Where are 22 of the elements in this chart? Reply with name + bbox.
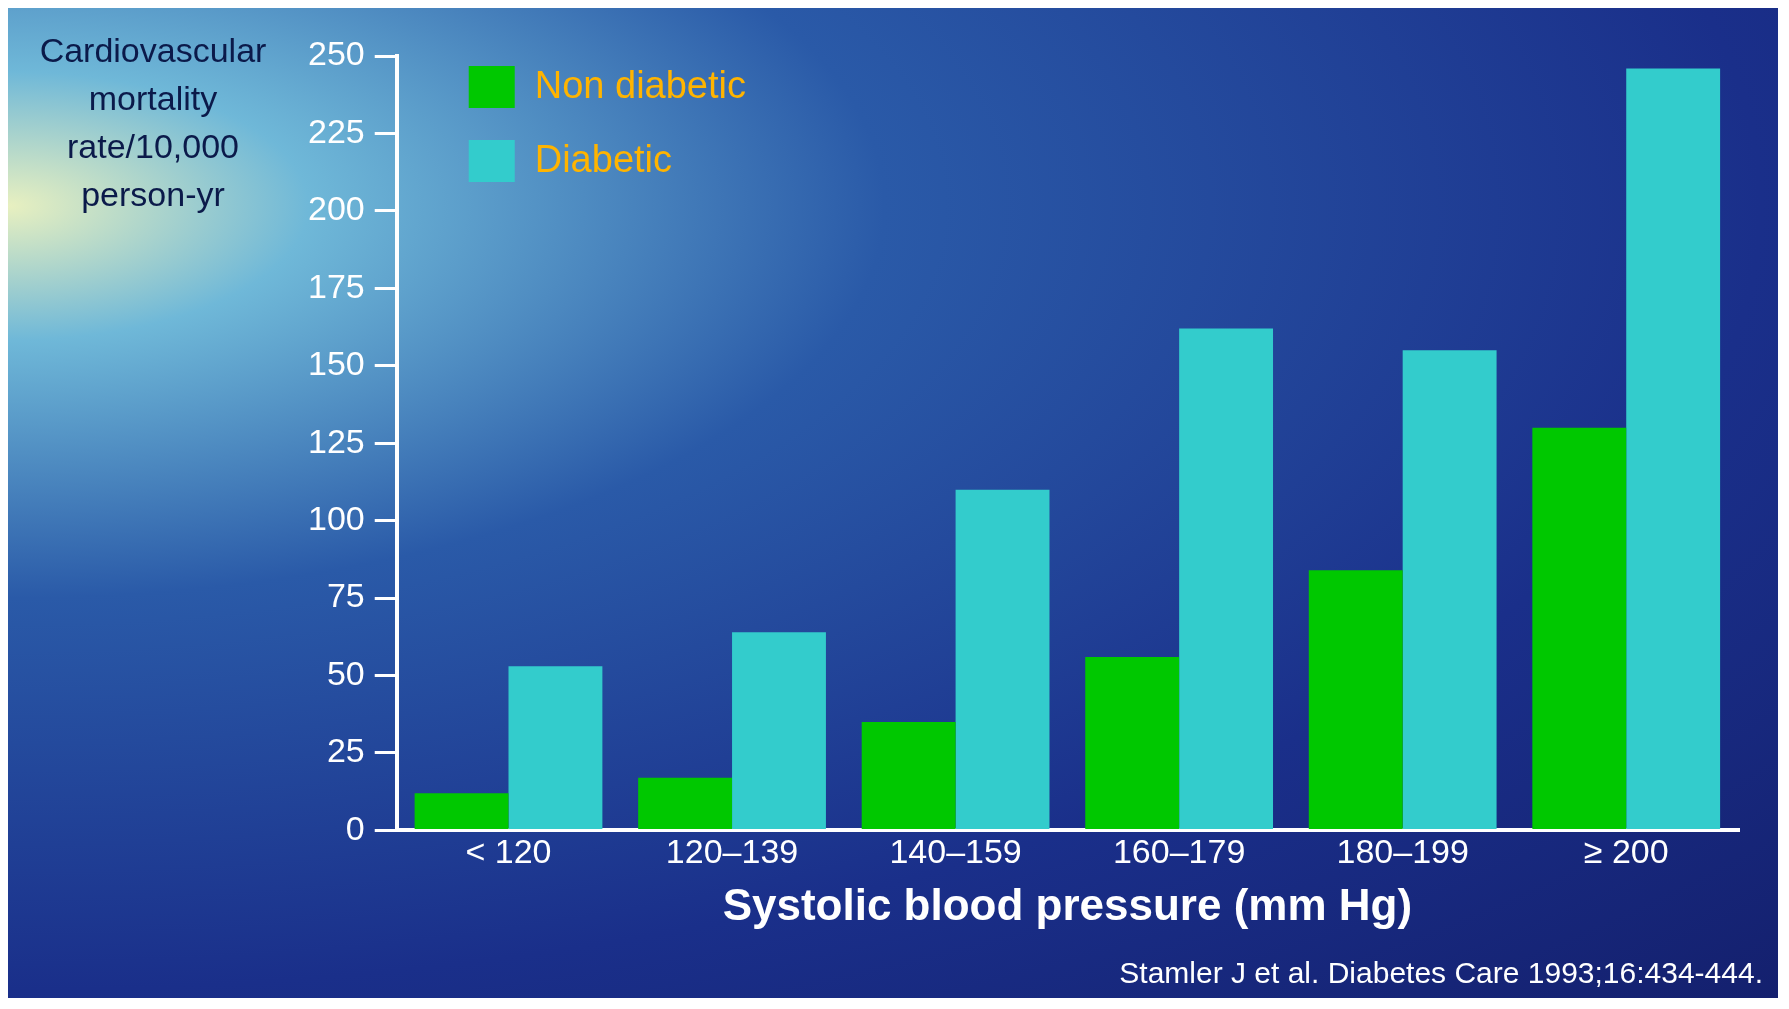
x-tick-label: 140–159 xyxy=(889,832,1022,871)
y-tick-label: 125 xyxy=(307,421,365,460)
y-tick-label: 225 xyxy=(307,111,365,150)
x-tick-label: 160–179 xyxy=(1112,832,1246,871)
y-tick-label: 75 xyxy=(326,576,365,615)
x-tick-label: 180–199 xyxy=(1336,832,1469,871)
y-tick-label: 100 xyxy=(307,499,365,538)
y-tick-label: 175 xyxy=(307,266,365,305)
legend-label: Diabetic xyxy=(534,138,673,181)
y-tick-label: 200 xyxy=(307,189,365,228)
y-tick-label: 50 xyxy=(326,653,365,692)
y-tick-label: 150 xyxy=(307,344,365,383)
y-tick-label: 25 xyxy=(326,731,365,770)
x-axis-title: Systolic blood pressure (mm Hg) xyxy=(722,879,1413,929)
legend-label: Non diabetic xyxy=(534,64,746,107)
x-tick-label: ≥ 200 xyxy=(1583,832,1669,871)
text: Stamler J et al. Diabetes Care 1993;16:434-444. xyxy=(1119,956,1763,990)
x-tick-label: 120–139 xyxy=(665,832,799,871)
y-tick-label: 250 xyxy=(307,34,365,73)
y-axis-title: Cardiovascular mortality rate/10,000 person-yr xyxy=(39,31,267,214)
y-tick-label: 0 xyxy=(345,808,365,847)
x-tick-label: < 120 xyxy=(465,832,552,871)
